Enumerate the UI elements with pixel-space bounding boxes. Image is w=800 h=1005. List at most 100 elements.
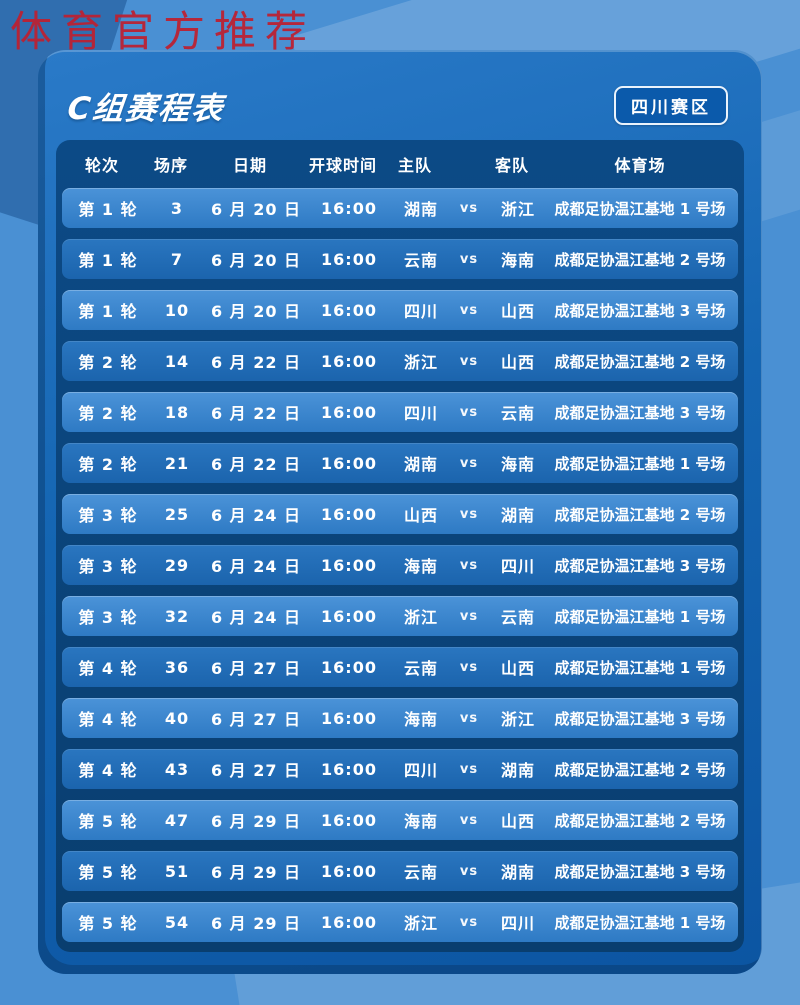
match-no-cell: 21 [164,453,190,473]
vs-label: vs [459,659,479,675]
away-team: 湖南 [500,761,535,780]
vs-label: vs [459,863,479,879]
round-cell: 第 3 轮 [78,557,138,576]
date-cell: 6 月 20 日 [210,200,302,219]
match-no-cell: 47 [164,810,190,830]
venue-cell: 成都足协温江基地 2 号场 [554,760,726,779]
round-cell: 第 4 轮 [78,710,138,729]
vs-label: vs [459,710,479,726]
time-cell: 16:00 [321,453,377,473]
match-no-cell: 25 [164,504,190,524]
home-team: 云南 [403,659,438,678]
away-team: 海南 [500,251,535,270]
home-team: 四川 [403,302,438,321]
away-team: 浙江 [500,710,535,729]
time-cell: 16:00 [321,912,377,932]
round-cell: 第 1 轮 [78,200,138,219]
round-cell: 第 3 轮 [78,506,138,525]
round-cell: 第 2 轮 [78,404,138,423]
vs-label: vs [459,302,479,318]
time-cell: 16:00 [321,708,377,728]
card-header: C组赛程表 四川赛区 [38,50,762,138]
away-team: 湖南 [500,506,535,525]
round-cell: 第 2 轮 [78,455,138,474]
venue-cell: 成都足协温江基地 1 号场 [554,607,726,626]
schedule-table: 轮次 场序 日期 开球时间 主队 客队 体育场 第 1 轮 3 6 月 20 日 16:00 湖南 v… [56,140,744,952]
page-title: C组赛程表 [65,90,227,127]
time-cell: 16:00 [321,606,377,626]
match-no-cell: 51 [164,861,190,881]
date-cell: 6 月 27 日 [210,659,302,678]
date-cell: 6 月 22 日 [210,353,302,372]
time-cell: 16:00 [321,249,377,269]
round-cell: 第 2 轮 [78,353,138,372]
vs-label: vs [459,812,479,828]
time-cell: 16:00 [321,402,377,422]
home-team: 浙江 [403,608,438,627]
match-no-cell: 10 [164,300,190,320]
venue-cell: 成都足协温江基地 3 号场 [554,301,726,320]
time-cell: 16:00 [321,351,377,371]
venue-cell: 成都足协温江基地 3 号场 [554,556,726,575]
round-cell: 第 5 轮 [78,812,138,831]
home-team: 四川 [403,761,438,780]
table-row: 第 2 轮 18 6 月 22 日 16:00 四川 vs 云南 成都足协温江基地 3 号场 [62,392,738,432]
home-team: 云南 [403,863,438,882]
venue-cell: 成都足协温江基地 2 号场 [554,505,726,524]
date-cell: 6 月 29 日 [210,914,302,933]
table-row: 第 1 轮 7 6 月 20 日 16:00 云南 vs 海南 成都足协温江基地 2 号场 [62,239,738,279]
venue-cell: 成都足协温江基地 2 号场 [554,811,726,830]
away-team: 云南 [500,608,535,627]
column-header-7: 体育场 [614,156,666,175]
column-header-1: 轮次 [84,156,119,175]
vs-label: vs [459,455,479,471]
match-no-cell: 3 [170,198,184,218]
table-row: 第 5 轮 47 6 月 29 日 16:00 海南 vs 山西 成都足协温江基地 2 号场 [62,800,738,840]
round-cell: 第 5 轮 [78,863,138,882]
table-row: 第 4 轮 36 6 月 27 日 16:00 云南 vs 山西 成都足协温江基地 1 号场 [62,647,738,687]
vs-label: vs [459,557,479,573]
date-cell: 6 月 29 日 [210,863,302,882]
venue-cell: 成都足协温江基地 2 号场 [554,352,726,371]
region-badge: 四川赛区 [614,85,728,125]
time-cell: 16:00 [321,861,377,881]
table-header-row: 轮次 场序 日期 开球时间 主队 客队 体育场 [62,140,738,188]
match-no-cell: 40 [164,708,190,728]
match-no-cell: 7 [170,249,184,269]
home-team: 海南 [403,557,438,576]
watermark-text: 体育官方推荐 [10,7,317,56]
home-team: 山西 [403,506,438,525]
table-row: 第 3 轮 29 6 月 24 日 16:00 海南 vs 四川 成都足协温江基地 3 号场 [62,545,738,585]
home-team: 浙江 [403,353,438,372]
column-header-4: 开球时间 [308,156,377,175]
match-no-cell: 32 [164,606,190,626]
date-cell: 6 月 20 日 [210,251,302,270]
round-cell: 第 3 轮 [78,608,138,627]
time-cell: 16:00 [321,198,377,218]
away-team: 四川 [500,557,535,576]
round-cell: 第 1 轮 [78,251,138,270]
vs-label: vs [459,608,479,624]
column-header-2: 场序 [153,156,188,175]
away-team: 山西 [500,302,535,321]
vs-label: vs [459,404,479,420]
table-row: 第 4 轮 40 6 月 27 日 16:00 海南 vs 浙江 成都足协温江基地 3 号场 [62,698,738,738]
table-row: 第 5 轮 54 6 月 29 日 16:00 浙江 vs 四川 成都足协温江基地 1 号场 [62,902,738,942]
time-cell: 16:00 [321,300,377,320]
date-cell: 6 月 27 日 [210,710,302,729]
date-cell: 6 月 24 日 [210,608,302,627]
table-row: 第 4 轮 43 6 月 27 日 16:00 四川 vs 湖南 成都足协温江基地 2 号场 [62,749,738,789]
date-cell: 6 月 22 日 [210,404,302,423]
match-no-cell: 43 [164,759,190,779]
table-row: 第 1 轮 10 6 月 20 日 16:00 四川 vs 山西 成都足协温江基地 3 号场 [62,290,738,330]
table-row: 第 2 轮 14 6 月 22 日 16:00 浙江 vs 山西 成都足协温江基地 2 号场 [62,341,738,381]
column-header-5: 主队 [397,156,432,175]
table-row: 第 5 轮 51 6 月 29 日 16:00 云南 vs 湖南 成都足协温江基地 3 号场 [62,851,738,891]
home-team: 云南 [403,251,438,270]
table-row: 第 3 轮 32 6 月 24 日 16:00 浙江 vs 云南 成都足协温江基地 1 号场 [62,596,738,636]
time-cell: 16:00 [321,810,377,830]
time-cell: 16:00 [321,759,377,779]
venue-cell: 成都足协温江基地 1 号场 [554,199,726,218]
vs-label: vs [459,506,479,522]
